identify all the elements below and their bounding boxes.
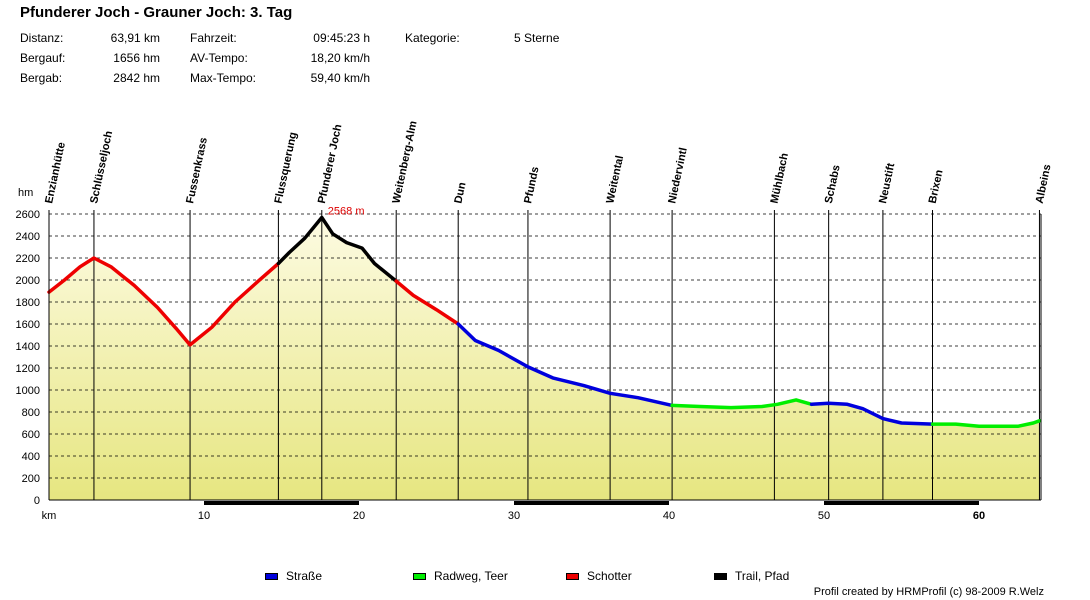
fahrzeit-label: Fahrzeit: <box>190 31 237 45</box>
y-axis-label: hm <box>18 187 33 199</box>
y-tick-label: 0 <box>34 495 40 507</box>
km-scale-bar <box>204 501 359 505</box>
waypoint-label: Enzianhütte <box>43 141 68 204</box>
legend-item: Trail, Pfad <box>714 569 789 583</box>
avtempo-label: AV-Tempo: <box>190 51 248 65</box>
fahrzeit-value: 09:45:23 h <box>313 31 370 45</box>
maxtempo-value: 59,40 km/h <box>310 71 370 85</box>
waypoint-label: Pfunderer Joch <box>316 123 345 205</box>
waypoint-label: Weitental <box>604 154 626 204</box>
bergab-label: Bergab: <box>20 71 63 85</box>
x-tick-label: 50 <box>818 510 830 522</box>
y-tick-label: 1600 <box>16 319 40 331</box>
y-tick-label: 1000 <box>16 385 40 397</box>
profile-area-fill <box>49 217 1040 500</box>
maxtempo-label: Max-Tempo: <box>190 71 257 85</box>
bergauf-value: 1656 hm <box>113 51 160 65</box>
legend-swatch <box>566 572 579 580</box>
y-tick-label: 400 <box>22 451 40 463</box>
x-tick-label: 30 <box>508 510 520 522</box>
y-tick-label: 2600 <box>16 209 40 221</box>
waypoint-label: Albeins <box>1034 163 1054 204</box>
footer-credit: Profil created by HRMProfil (c) 98-2009 … <box>813 586 1044 598</box>
x-tick-label: 10 <box>198 510 210 522</box>
x-tick-label: 40 <box>663 510 675 522</box>
legend-label: Straße <box>286 569 323 583</box>
legend-item: Radweg, Teer <box>413 569 508 583</box>
series-line-5 <box>809 401 935 426</box>
legend-label: Schotter <box>587 569 632 583</box>
x-axis-label: km <box>42 510 57 522</box>
legend-label: Trail, Pfad <box>735 569 790 583</box>
distanz-value: 63,91 km <box>110 31 160 45</box>
legend-swatch <box>714 572 727 580</box>
page-title: Pfunderer Joch - Grauner Joch: 3. Tag <box>20 4 293 21</box>
series-line-6 <box>930 419 1042 429</box>
y-tick-label: 600 <box>22 429 40 441</box>
y-tick-label: 2000 <box>16 275 40 287</box>
waypoint-label: Pfunds <box>522 166 541 205</box>
series-line-3 <box>456 322 674 408</box>
x-tick-label: 20 <box>353 510 365 522</box>
bergauf-label: Bergauf: <box>20 51 66 65</box>
waypoint-label: Fussenkrass <box>184 136 210 204</box>
y-tick-label: 800 <box>22 407 40 419</box>
legend-item: Schotter <box>566 569 632 583</box>
series-line-4 <box>670 398 814 410</box>
peak-annotation: 2568 m <box>328 206 365 218</box>
series-line-0 <box>47 256 281 347</box>
waypoint-label: Niedervintl <box>666 147 690 205</box>
waypoint-label: Schlüsseljoch <box>88 129 115 204</box>
legend-item: Straße <box>265 569 322 583</box>
waypoint-label: Dun <box>452 181 468 205</box>
kategorie-value: 5 Sterne <box>514 31 560 45</box>
legend-swatch <box>413 572 426 580</box>
y-tick-label: 200 <box>22 473 40 485</box>
km-scale-bar <box>824 501 979 505</box>
km-scale-bar <box>514 501 669 505</box>
waypoint-label: Mühlbach <box>769 152 791 205</box>
y-tick-label: 2200 <box>16 253 40 265</box>
y-tick-label: 1200 <box>16 363 40 375</box>
waypoint-label: Brixen <box>927 168 946 204</box>
y-tick-label: 2400 <box>16 231 40 243</box>
legend-label: Radweg, Teer <box>434 569 508 583</box>
kategorie-label: Kategorie: <box>405 31 460 45</box>
y-tick-label: 1800 <box>16 297 40 309</box>
series-line-2 <box>394 279 460 326</box>
waypoint-label: Neustift <box>877 162 897 205</box>
waypoint-label: Schabs <box>823 164 843 205</box>
distanz-label: Distanz: <box>20 31 64 45</box>
waypoint-label: Flussquerung <box>273 131 300 205</box>
y-tick-label: 1400 <box>16 341 40 353</box>
bergab-value: 2842 hm <box>113 71 160 85</box>
series-line-1 <box>276 215 398 283</box>
waypoint-label: Weitenberg-Alm <box>390 120 419 205</box>
x-tick-label: 60 <box>973 510 985 522</box>
legend-swatch <box>265 572 278 580</box>
avtempo-value: 18,20 km/h <box>310 51 370 65</box>
